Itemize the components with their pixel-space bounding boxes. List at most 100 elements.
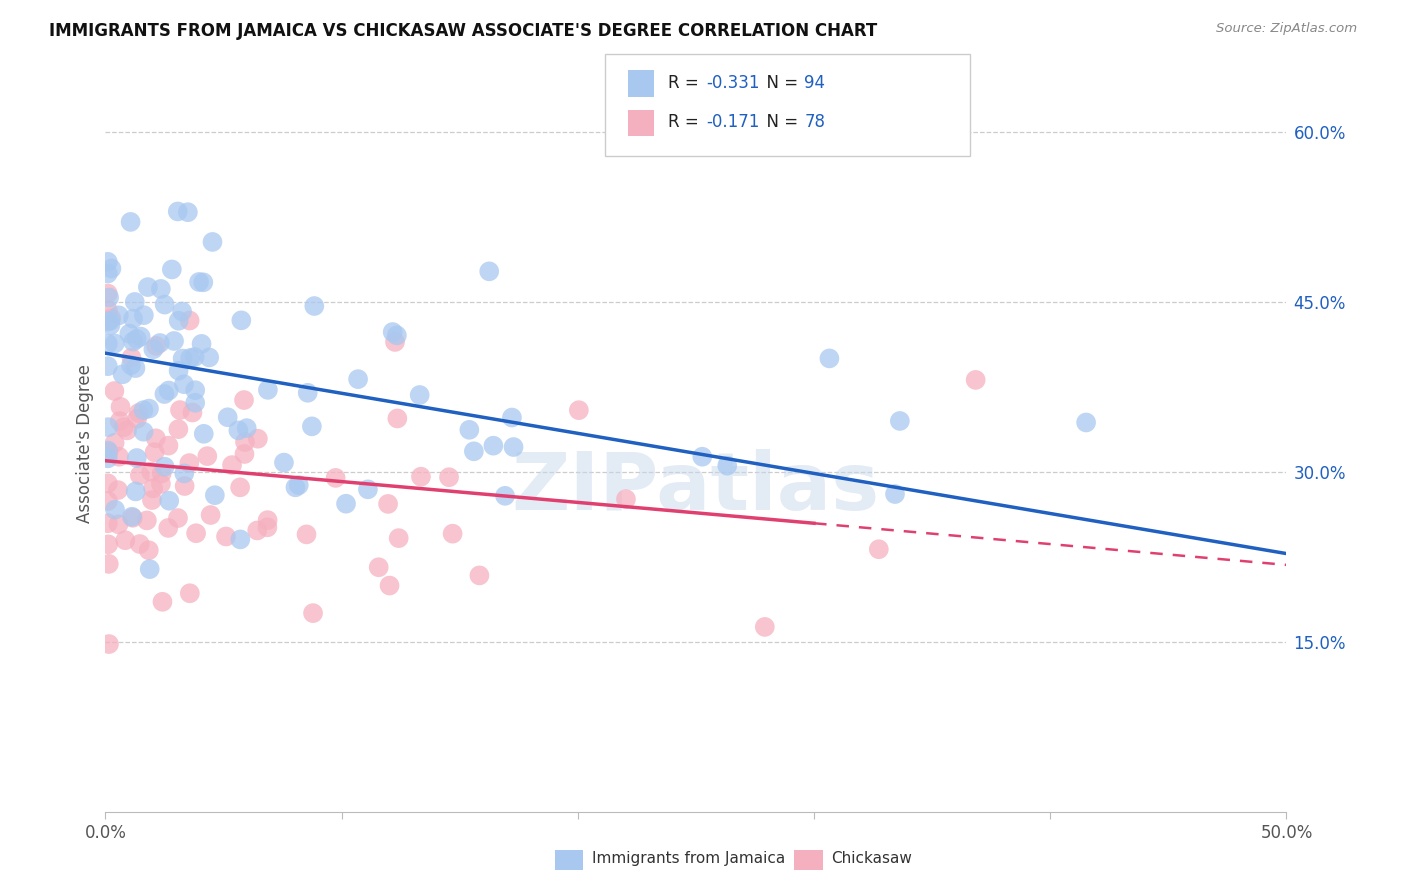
- Point: [111, 368, 134, 382]
- Point: [173, 467, 195, 481]
- Point: [184, 383, 207, 397]
- Point: [138, 401, 160, 416]
- Point: [107, 309, 129, 323]
- Point: [97, 516, 120, 531]
- Point: [195, 449, 218, 463]
- Point: [97, 336, 120, 351]
- Point: [141, 465, 163, 479]
- Point: [120, 358, 142, 372]
- Point: [179, 456, 201, 470]
- Point: [97, 255, 120, 269]
- Point: [160, 262, 183, 277]
- Point: [614, 492, 637, 507]
- Point: [107, 483, 129, 497]
- Point: [193, 426, 215, 441]
- Point: [132, 308, 155, 322]
- Point: [108, 450, 131, 464]
- Point: [157, 521, 180, 535]
- Point: [284, 480, 307, 494]
- Point: [97, 359, 120, 374]
- Point: [108, 414, 131, 428]
- Point: [132, 425, 155, 439]
- Point: [273, 456, 295, 470]
- Point: [97, 476, 120, 491]
- Point: [179, 313, 201, 327]
- Point: [193, 275, 215, 289]
- Point: [384, 334, 406, 349]
- Point: [141, 493, 163, 508]
- Text: 78: 78: [804, 113, 825, 131]
- Point: [183, 350, 205, 364]
- Point: [221, 458, 243, 472]
- Point: [437, 470, 460, 484]
- Point: [167, 364, 190, 378]
- Point: [152, 595, 174, 609]
- Point: [716, 458, 738, 473]
- Point: [884, 487, 907, 501]
- Point: [124, 361, 146, 376]
- Point: [215, 529, 238, 543]
- Point: [167, 511, 190, 525]
- Text: -0.331: -0.331: [706, 74, 759, 92]
- Point: [377, 497, 399, 511]
- Point: [138, 562, 160, 576]
- Point: [494, 489, 516, 503]
- Point: [173, 377, 195, 392]
- Text: 94: 94: [804, 74, 825, 92]
- Point: [868, 542, 890, 557]
- Point: [128, 406, 150, 420]
- Point: [335, 497, 357, 511]
- Point: [347, 372, 370, 386]
- Text: N =: N =: [756, 113, 804, 131]
- Point: [204, 488, 226, 502]
- Point: [112, 420, 135, 434]
- Point: [124, 295, 146, 310]
- Point: [173, 479, 195, 493]
- Text: R =: R =: [668, 113, 704, 131]
- Point: [100, 318, 122, 333]
- Point: [157, 439, 180, 453]
- Text: R =: R =: [668, 74, 704, 92]
- Point: [502, 440, 524, 454]
- Text: Source: ZipAtlas.com: Source: ZipAtlas.com: [1216, 22, 1357, 36]
- Point: [110, 400, 132, 414]
- Point: [568, 403, 591, 417]
- Point: [295, 527, 318, 541]
- Point: [125, 332, 148, 346]
- Point: [107, 517, 129, 532]
- Point: [104, 336, 127, 351]
- Point: [190, 337, 212, 351]
- Point: [153, 297, 176, 311]
- Point: [124, 484, 146, 499]
- Point: [441, 526, 464, 541]
- Point: [172, 351, 194, 366]
- Point: [385, 328, 408, 343]
- Point: [179, 586, 201, 600]
- Point: [228, 423, 250, 437]
- Point: [103, 384, 125, 398]
- Point: [120, 215, 142, 229]
- Point: [217, 410, 239, 425]
- Y-axis label: Associate's Degree: Associate's Degree: [76, 364, 94, 524]
- Point: [97, 314, 120, 328]
- Text: Chickasaw: Chickasaw: [831, 851, 912, 865]
- Point: [121, 509, 143, 524]
- Point: [142, 343, 165, 357]
- Point: [100, 311, 122, 326]
- Text: Immigrants from Jamaica: Immigrants from Jamaica: [592, 851, 785, 865]
- Point: [181, 405, 204, 419]
- Point: [135, 513, 157, 527]
- Point: [378, 578, 401, 592]
- Text: N =: N =: [756, 74, 804, 92]
- Point: [104, 502, 127, 516]
- Point: [136, 280, 159, 294]
- Point: [501, 410, 523, 425]
- Point: [121, 510, 143, 524]
- Point: [233, 434, 256, 449]
- Point: [157, 384, 180, 398]
- Point: [153, 459, 176, 474]
- Point: [97, 443, 120, 458]
- Point: [121, 351, 143, 365]
- Point: [97, 451, 120, 466]
- Point: [965, 373, 987, 387]
